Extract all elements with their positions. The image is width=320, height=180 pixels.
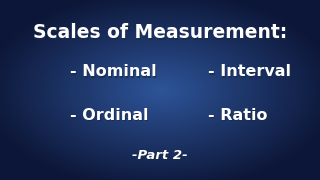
Text: - Nominal: - Nominal (71, 66, 158, 81)
Text: -Part 2-: -Part 2- (133, 150, 189, 163)
Text: - Interval: - Interval (208, 64, 291, 80)
Text: Scales of Measurement:: Scales of Measurement: (34, 25, 288, 44)
Text: - Interval: - Interval (209, 66, 292, 81)
Text: Scales of Measurement:: Scales of Measurement: (33, 23, 287, 42)
Text: -Part 2-: -Part 2- (132, 149, 188, 162)
Text: - Ratio: - Ratio (209, 109, 268, 124)
Text: - Ordinal: - Ordinal (70, 108, 149, 123)
Text: - Nominal: - Nominal (70, 64, 157, 80)
Text: - Ratio: - Ratio (208, 108, 268, 123)
Text: - Ordinal: - Ordinal (71, 109, 150, 124)
